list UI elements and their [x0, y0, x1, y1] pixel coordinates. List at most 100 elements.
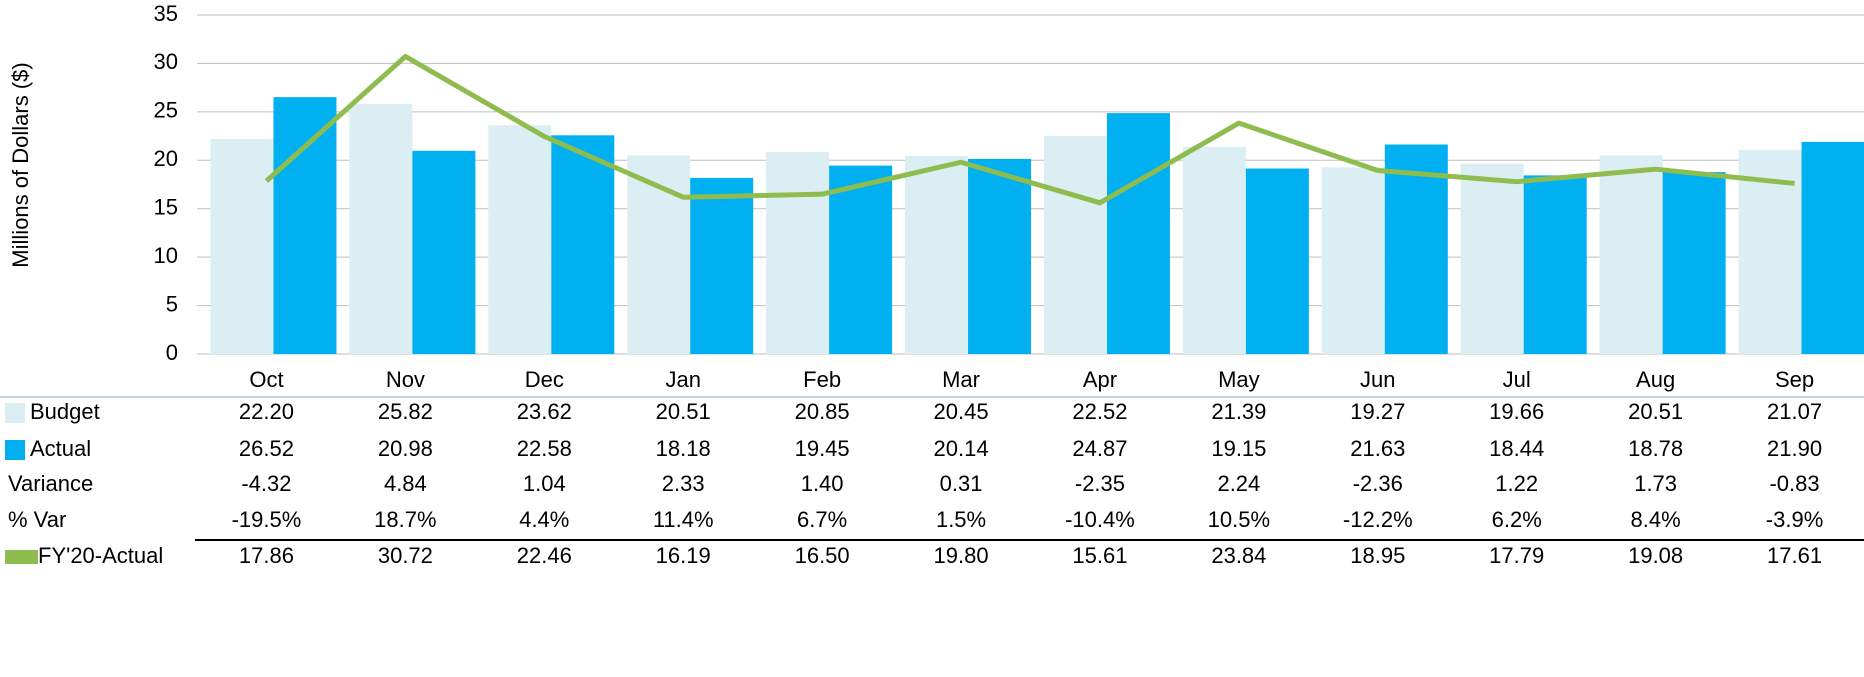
bar [1460, 163, 1524, 354]
table-cell: 10.5% [1208, 507, 1270, 532]
bar [829, 165, 893, 354]
table-cell: -0.83 [1769, 471, 1819, 496]
table-cell: -4.32 [241, 471, 291, 496]
table-cell: -3.9% [1766, 507, 1823, 532]
table-cell: 17.61 [1767, 543, 1822, 568]
bar [1106, 113, 1170, 354]
table-cell: 19.66 [1489, 399, 1544, 424]
table-cell: 18.18 [656, 436, 711, 461]
table-cell: 1.04 [523, 471, 566, 496]
table-cell: 2.33 [662, 471, 705, 496]
table-cell: -2.35 [1075, 471, 1125, 496]
table-cell: 1.73 [1634, 471, 1677, 496]
table-cell: 23.62 [517, 399, 572, 424]
table-cell: 15.61 [1072, 543, 1127, 568]
bar [349, 103, 413, 354]
bar [1801, 141, 1864, 354]
bar [1245, 168, 1309, 354]
x-tick-label: Apr [1083, 367, 1117, 392]
y-tick-label: 5 [166, 291, 178, 316]
line-series [264, 53, 1795, 206]
table-cell: 1.5% [936, 507, 986, 532]
bar [210, 138, 274, 354]
bar [488, 125, 552, 355]
table-cell: 21.07 [1767, 399, 1822, 424]
legend-label: Budget [30, 399, 100, 424]
table-cell: 16.50 [795, 543, 850, 568]
x-tick-label: Jul [1503, 367, 1531, 392]
table-cell: 18.95 [1350, 543, 1405, 568]
legend-label: FY'20-Actual [38, 543, 163, 568]
table-cell: 6.2% [1492, 507, 1542, 532]
bar [690, 177, 754, 354]
x-tick-label: Mar [942, 367, 980, 392]
table-cell: 18.7% [374, 507, 436, 532]
y-tick-label: 15 [154, 195, 178, 220]
table-cell: 19.08 [1628, 543, 1683, 568]
x-tick-label: Jun [1360, 367, 1395, 392]
table-cell: 19.45 [795, 436, 850, 461]
table-cell: 20.14 [934, 436, 989, 461]
table-cell: 21.63 [1350, 436, 1405, 461]
table-cell: 2.24 [1217, 471, 1260, 496]
legend-label: Actual [30, 436, 91, 461]
bar [1599, 155, 1663, 354]
table-cell: 19.80 [934, 543, 989, 568]
x-tick-label: Aug [1636, 367, 1675, 392]
bar [412, 150, 476, 354]
bar [968, 158, 1032, 354]
table-cell: -10.4% [1065, 507, 1135, 532]
table-cell: 19.27 [1350, 399, 1405, 424]
bar [1321, 167, 1385, 354]
table-cell: 16.19 [656, 543, 711, 568]
bar [1384, 144, 1448, 354]
y-tick-label: 35 [154, 1, 178, 26]
table-cell: 26.52 [239, 436, 294, 461]
y-tick-label: 10 [154, 243, 178, 268]
table-cell: 18.78 [1628, 436, 1683, 461]
bar [905, 155, 969, 354]
x-tick-label: Oct [249, 367, 283, 392]
table-cell: 23.84 [1211, 543, 1266, 568]
bar [1182, 146, 1246, 354]
table-cell: 22.58 [517, 436, 572, 461]
table-cell: 17.79 [1489, 543, 1544, 568]
table-cell: 21.39 [1211, 399, 1266, 424]
table-cell: 22.46 [517, 543, 572, 568]
table-cell: 18.44 [1489, 436, 1544, 461]
x-tick-label: Dec [525, 367, 564, 392]
x-tick-label: May [1218, 367, 1260, 392]
table-cell: 30.72 [378, 543, 433, 568]
table-cell: 25.82 [378, 399, 433, 424]
table-cell: 20.51 [656, 399, 711, 424]
table-cell: 22.52 [1072, 399, 1127, 424]
legend-swatch [5, 440, 25, 460]
y-tick-label: 20 [154, 146, 178, 171]
table-cell: 20.45 [934, 399, 989, 424]
table-cell: 20.51 [1628, 399, 1683, 424]
row-label: % Var [8, 507, 66, 532]
table-cell: 6.7% [797, 507, 847, 532]
table-cell: 11.4% [653, 507, 714, 532]
x-tick-label: Nov [386, 367, 425, 392]
x-tick-label: Jan [665, 367, 700, 392]
table-cell: 24.87 [1072, 436, 1127, 461]
x-tick-label: Sep [1775, 367, 1814, 392]
bar [1662, 172, 1726, 354]
table-cell: 21.90 [1767, 436, 1822, 461]
x-tick-label: Feb [803, 367, 841, 392]
bar [273, 97, 337, 354]
row-label: Variance [8, 471, 93, 496]
table-cell: 8.4% [1631, 507, 1681, 532]
table-cell: 20.85 [795, 399, 850, 424]
table-cell: 22.20 [239, 399, 294, 424]
table-cell: 4.4% [519, 507, 569, 532]
y-tick-label: 25 [154, 98, 178, 123]
table-cell: -12.2% [1343, 507, 1413, 532]
table-cell: 0.31 [940, 471, 983, 496]
table-cell: 20.98 [378, 436, 433, 461]
table-cell: -19.5% [232, 507, 302, 532]
bar [551, 135, 615, 354]
table-cell: 1.22 [1495, 471, 1538, 496]
